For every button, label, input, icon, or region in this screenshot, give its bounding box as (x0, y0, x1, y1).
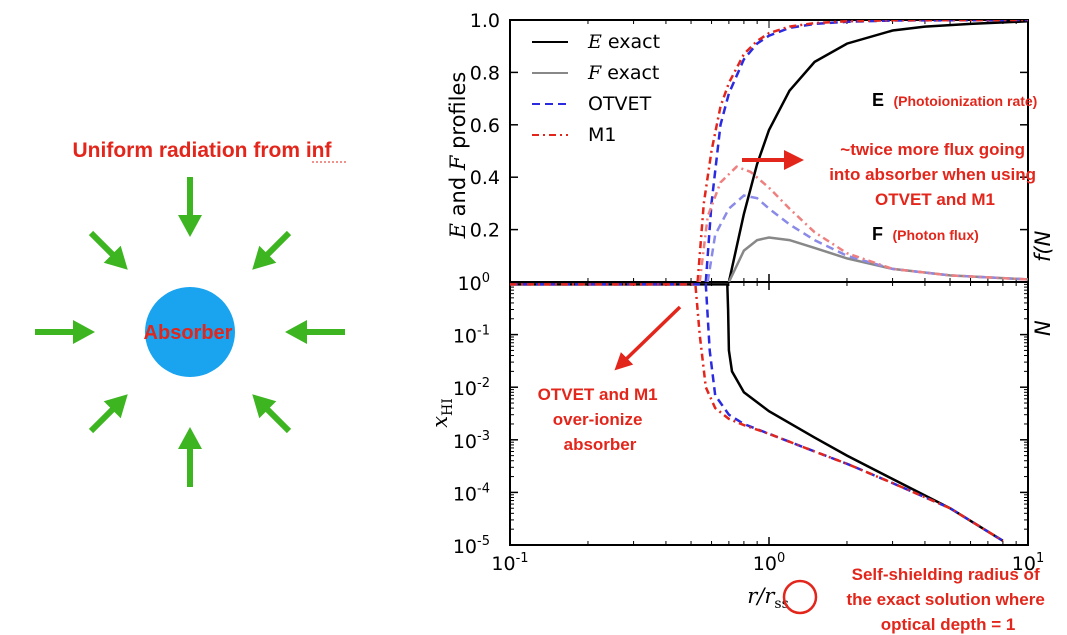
bottom-y-tick-label: 100 (458, 271, 490, 295)
twice-flux-text: ~twice more flux going into absorber whe… (829, 140, 1041, 209)
top-y-tick-label: 0.2 (470, 220, 500, 242)
self-shielding-text: Self-shielding radius of the exact solut… (846, 565, 1049, 634)
top-y-tick-label: 0.6 (470, 115, 500, 137)
x-tick-label: 100 (753, 551, 785, 575)
bottom-y-tick-label: 10-1 (453, 324, 490, 348)
series-line-otvet-e (704, 20, 1028, 282)
f-label-note: (Photon flux) (892, 227, 978, 243)
self-shielding-line-1: Self-shielding radius of (852, 565, 1040, 584)
self-shielding-line-2: the exact solution where (846, 590, 1044, 609)
series-line-xhi-exact (510, 283, 1004, 542)
right-axis-clipped-top: f(N (1031, 230, 1055, 262)
x-tick-label: 10-1 (491, 551, 528, 575)
series-line-f-exact (727, 236, 1028, 282)
right-axis-clipped-bottom: N (1031, 320, 1055, 336)
f-label-bold: F (872, 224, 883, 244)
top-y-tick-label: 0.8 (470, 62, 500, 84)
legend-entry: M1 (588, 124, 616, 146)
radiation-arrow (178, 177, 202, 237)
radiation-arrow (88, 394, 128, 434)
e-label-bold: E (872, 90, 884, 110)
x-axis-label: r/rss (747, 584, 789, 612)
radiation-arrow (252, 394, 292, 434)
rss-highlight-circle (782, 579, 818, 615)
series-line-xhi-m1 (510, 283, 1004, 542)
e-curve-label: E (Photoionization rate) (872, 90, 1037, 110)
absorber-label: Absorber (144, 322, 233, 344)
self-shielding-line-3: optical depth = 1 (881, 615, 1016, 634)
over-ionize-arrow (614, 305, 682, 371)
chart-layer: 10-1 100 101 0.2 0.4 0.6 0.8 1.0 100 10-1 10-2 10-3… (428, 10, 1044, 612)
over-ionize-line-2: over-ionize (553, 410, 643, 429)
bottom-y-tick-label: 10-4 (453, 481, 490, 505)
absorber-circle (145, 287, 235, 377)
radiation-arrow (88, 230, 128, 270)
twice-flux-line-2: into absorber when using (829, 165, 1036, 184)
twice-flux-line-3: OTVET and M1 (875, 190, 995, 209)
legend-entry: OTVET (588, 93, 652, 115)
radiation-arrow (252, 230, 292, 270)
legend-entry: F exact (587, 62, 659, 84)
incoming-arrows (35, 177, 345, 487)
x-tick-label: 101 (1012, 551, 1044, 575)
e-label-note: (Photoionization rate) (893, 93, 1037, 109)
legend-entry: E exact (587, 31, 660, 53)
over-ionize-text: OTVET and M1 over-ionize absorber (538, 385, 663, 454)
twice-flux-line-1: ~twice more flux going (840, 140, 1025, 159)
series-line-e-exact (727, 20, 1028, 282)
radiation-arrow (35, 320, 95, 344)
radiation-arrow (178, 427, 202, 487)
diagram-title: Uniform radiation from inf (73, 139, 333, 162)
absorber-diagram: Uniform radiation from inf Absorber (35, 139, 347, 487)
radiation-arrow (285, 320, 345, 344)
top-series-group (696, 20, 1028, 282)
legend: E exact F exact OTVET M1 (532, 31, 660, 146)
over-ionize-line-1: OTVET and M1 (538, 385, 658, 404)
annotations: E (Photoionization rate) F (Photon flux)… (538, 90, 1055, 634)
top-y-tick-label: 0.4 (470, 167, 500, 189)
series-line-m1-f (698, 165, 1028, 282)
bottom-y-axis-label: xHI (428, 398, 456, 428)
bottom-series-group (510, 283, 1004, 542)
series-line-m1-e (696, 20, 1028, 282)
bottom-y-tick-label: 10-5 (453, 534, 490, 558)
series-line-xhi-otvet (510, 283, 1004, 542)
top-y-axis-label: E and F profiles (446, 72, 470, 240)
bottom-y-tick-label: 10-2 (453, 376, 490, 400)
f-curve-label: F (Photon flux) (872, 224, 979, 244)
bottom-y-tick-label: 10-3 (453, 429, 490, 453)
top-y-tick-label: 1.0 (470, 10, 500, 32)
over-ionize-line-3: absorber (564, 435, 637, 454)
